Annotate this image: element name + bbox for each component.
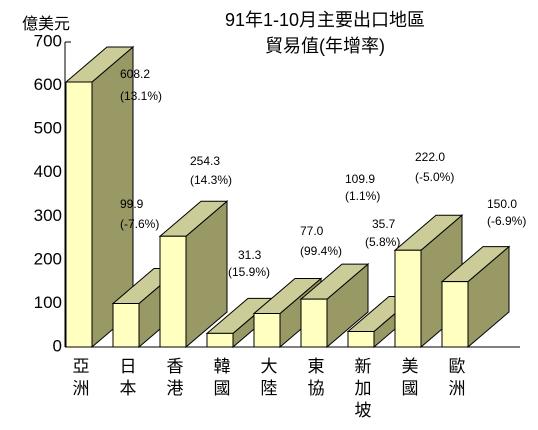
growth-label: (-6.9%) [487, 214, 526, 228]
y-tick-label: 200 [34, 249, 62, 268]
value-label: 35.7 [372, 217, 396, 231]
category-label: 大陸 [258, 357, 278, 401]
y-tick-label: 300 [34, 206, 62, 225]
growth-label: (99.4%) [300, 244, 342, 258]
y-tick-label: 600 [34, 75, 62, 94]
value-label: 99.9 [120, 197, 144, 211]
y-tick-label: 100 [34, 293, 62, 312]
bar [299, 263, 370, 349]
chart-title: 91年1-10月主要出口地區 [225, 10, 425, 30]
y-tick-label: 500 [34, 119, 62, 138]
category-label: 歐洲 [446, 357, 466, 401]
category-label: 韓國 [211, 357, 231, 401]
category-label: 亞洲 [70, 357, 90, 401]
value-label: 150.0 [487, 197, 517, 211]
bar-front [112, 302, 140, 348]
bar-front [206, 332, 234, 348]
category-label: 日本 [117, 357, 137, 401]
category-label: 新加坡 [352, 357, 372, 423]
bar [64, 45, 135, 349]
growth-label: (-7.6%) [120, 217, 159, 231]
growth-label: (13.1%) [120, 89, 162, 103]
bar-front [300, 298, 328, 348]
growth-label: (5.8%) [365, 235, 400, 249]
category-label: 東協 [305, 357, 325, 401]
value-label: 222.0 [415, 150, 445, 164]
y-axis-label: 億美元 [22, 15, 70, 33]
y-tick-label: 700 [34, 31, 62, 50]
bar-front [65, 81, 93, 348]
y-tick-label: 400 [34, 162, 62, 181]
chart-subtitle: 貿易值(年增率) [265, 36, 385, 56]
value-label: 109.9 [345, 172, 375, 186]
bar-front [441, 281, 469, 348]
bar-front [159, 235, 187, 348]
growth-label: (15.9%) [228, 265, 270, 279]
y-tick-label: 0 [53, 336, 62, 355]
bar [158, 200, 229, 349]
value-label: 31.3 [238, 248, 262, 262]
growth-label: (14.3%) [190, 173, 232, 187]
bar-front [394, 249, 422, 348]
value-label: 254.3 [190, 154, 220, 168]
growth-label: (1.1%) [345, 189, 380, 203]
bar-front [347, 330, 375, 348]
value-label: 77.0 [300, 224, 324, 238]
category-label: 美國 [399, 357, 419, 401]
value-label: 608.2 [120, 67, 150, 81]
bar-front [253, 312, 281, 348]
growth-label: (-5.0%) [415, 170, 454, 184]
category-label: 香港 [164, 357, 184, 401]
bar [440, 245, 511, 349]
